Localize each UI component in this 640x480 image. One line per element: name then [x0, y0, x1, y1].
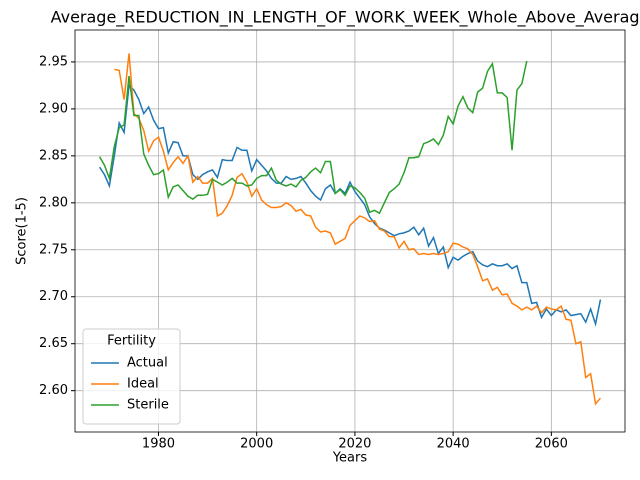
y-tick-label: 2.90 — [39, 101, 68, 116]
legend-box — [82, 328, 181, 425]
x-tick-label: 2020 — [338, 437, 371, 452]
line — [98, 60, 528, 215]
y-tick-label: 2.75 — [39, 242, 68, 257]
x-tick-label: 1980 — [142, 437, 175, 452]
legend-label: Ideal — [127, 377, 159, 392]
line — [114, 53, 602, 406]
x-tick-label: 2060 — [535, 437, 568, 452]
legend-title: Fertility — [107, 334, 156, 349]
legend: Fertility Actual Ideal Sterile — [82, 328, 181, 425]
legend-label: Sterile — [127, 398, 169, 413]
x-tick-label: 2040 — [437, 437, 470, 452]
y-tick-label: 2.85 — [39, 148, 68, 163]
plot-frame — [74, 29, 626, 433]
x-tick-label: 2000 — [240, 437, 273, 452]
legend-label: Actual — [127, 356, 168, 371]
y-tick-label: 2.65 — [39, 336, 68, 351]
y-tick-label: 2.80 — [39, 195, 68, 210]
x-axis-label: Years — [332, 451, 368, 466]
line — [98, 83, 602, 327]
y-tick-label: 2.70 — [39, 289, 68, 304]
y-tick-label: 2.95 — [39, 54, 68, 69]
y-axis-label: Score(1-5) — [15, 197, 30, 265]
chart-title: Average_REDUCTION_IN_LENGTH_OF_WORK_WEEK… — [51, 8, 640, 28]
y-tick-label: 2.60 — [39, 383, 68, 398]
